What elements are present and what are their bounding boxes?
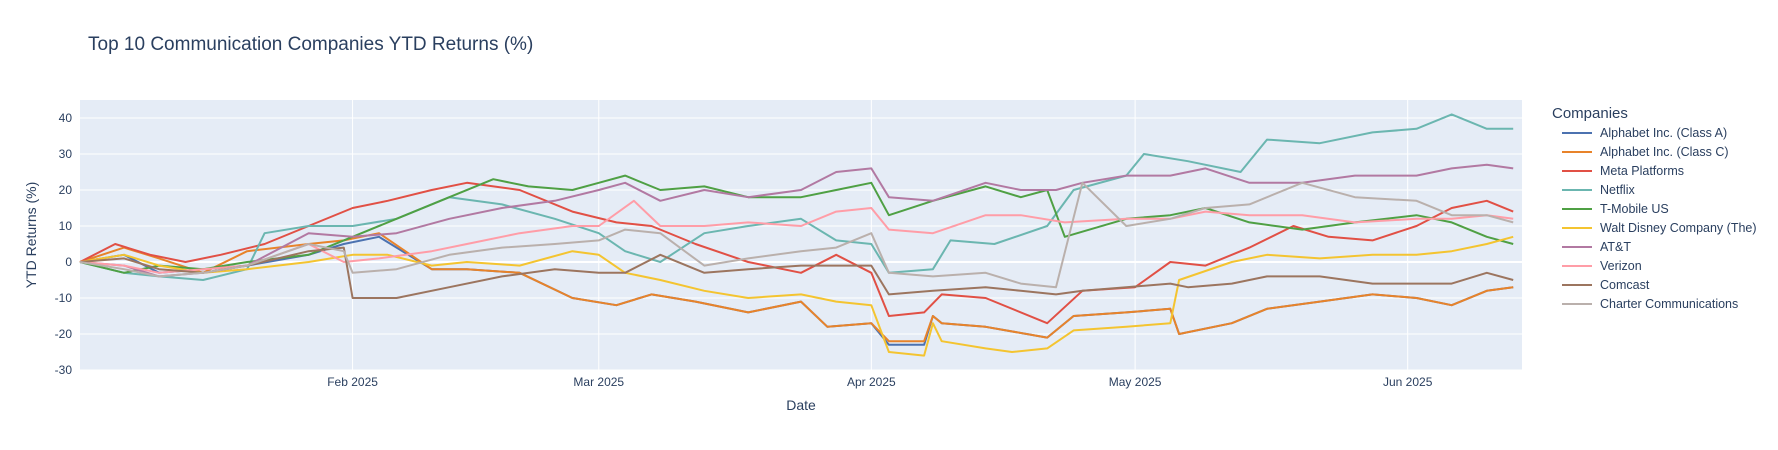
chart-title: Top 10 Communication Companies YTD Retur… [88, 34, 533, 55]
series-line-9 [79, 181, 1514, 289]
y-tick-label: 20 [59, 183, 73, 197]
legend-item[interactable]: Verizon [1562, 259, 1642, 273]
legend-label: Comcast [1600, 278, 1650, 292]
gridlines [80, 100, 1522, 371]
legend: Companies Alphabet Inc. (Class A) Alphabe… [1552, 105, 1757, 311]
series-layer [79, 113, 1514, 357]
series-line-6 [79, 163, 1514, 278]
legend-label: Alphabet Inc. (Class A) [1600, 126, 1727, 140]
legend-label: Walt Disney Company (The) [1600, 221, 1757, 235]
series-line-7 [79, 199, 1514, 274]
series-line-3 [79, 113, 1514, 281]
legend-label: Charter Communications [1600, 297, 1738, 311]
legend-label: Meta Platforms [1600, 164, 1684, 178]
legend-item[interactable]: Charter Communications [1562, 297, 1738, 311]
legend-label: T-Mobile US [1600, 202, 1669, 216]
series-line-8 [79, 246, 1514, 299]
y-tick-label: 10 [59, 219, 73, 233]
legend-item[interactable]: Walt Disney Company (The) [1562, 221, 1757, 235]
x-tick-label: Feb 2025 [327, 375, 378, 389]
y-tick-label: -20 [55, 327, 73, 341]
x-tick-label: Jun 2025 [1383, 375, 1433, 389]
x-tick-label: Apr 2025 [847, 375, 896, 389]
y-tick-label: 0 [65, 255, 72, 269]
y-axis-title: YTD Returns (%) [23, 182, 39, 289]
x-axis-title: Date [786, 397, 816, 413]
x-tick-label: Mar 2025 [573, 375, 624, 389]
legend-item[interactable]: Meta Platforms [1562, 164, 1684, 178]
legend-label: AT&T [1600, 240, 1631, 254]
y-axis-ticks: 40 30 20 10 0 -10 -20 -30 [55, 111, 73, 377]
y-tick-label: 40 [59, 111, 73, 125]
x-tick-label: May 2025 [1109, 375, 1162, 389]
legend-item[interactable]: Alphabet Inc. (Class C) [1562, 145, 1729, 159]
plot-area [80, 100, 1522, 370]
legend-item[interactable]: Alphabet Inc. (Class A) [1562, 126, 1727, 140]
legend-label: Netflix [1600, 183, 1635, 197]
legend-label: Alphabet Inc. (Class C) [1600, 145, 1729, 159]
legend-title: Companies [1552, 105, 1628, 122]
x-axis-ticks: Feb 2025 Mar 2025 Apr 2025 May 2025 Jun 2025 [327, 375, 1432, 389]
legend-item[interactable]: Netflix [1562, 183, 1635, 197]
y-tick-label: 30 [59, 147, 73, 161]
y-tick-label: -10 [55, 291, 73, 305]
legend-item[interactable]: T-Mobile US [1562, 202, 1669, 216]
series-line-4 [79, 174, 1514, 274]
legend-label: Verizon [1600, 259, 1642, 273]
legend-item[interactable]: AT&T [1562, 240, 1631, 254]
y-tick-label: -30 [55, 363, 73, 377]
legend-item[interactable]: Comcast [1562, 278, 1650, 292]
series-line-5 [79, 235, 1514, 357]
